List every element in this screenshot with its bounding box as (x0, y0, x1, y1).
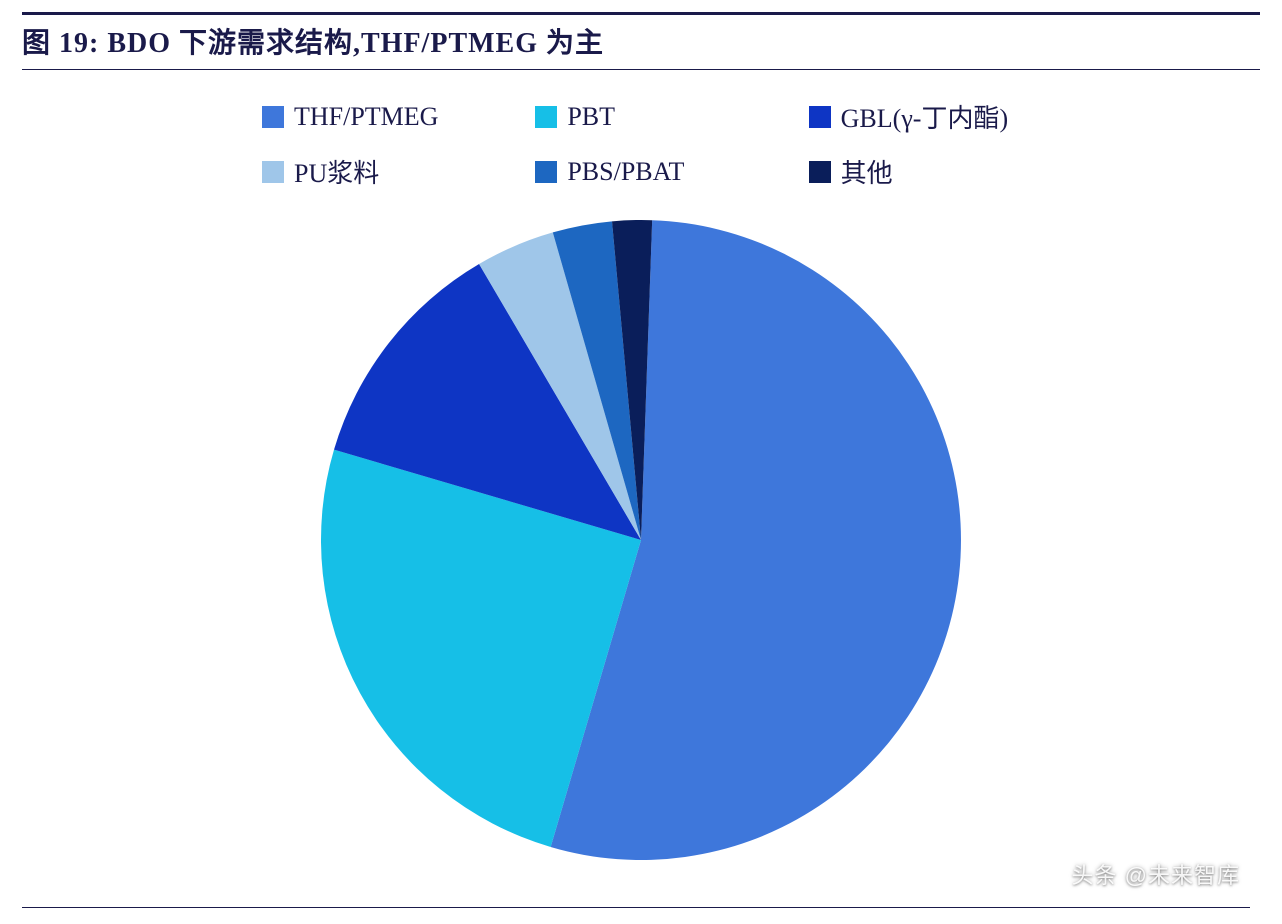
legend-label: PU浆料 (294, 153, 379, 190)
pie-chart-wrap (22, 210, 1260, 870)
legend-label: THF/PTMEG (294, 102, 438, 132)
legend-label: PBT (567, 102, 615, 132)
legend-label: PBS/PBAT (567, 157, 684, 187)
legend-item: PBS/PBAT (535, 153, 808, 190)
bottom-rule (22, 907, 1250, 908)
watermark: 头条 @未来智库 (1072, 858, 1240, 890)
legend-item: THF/PTMEG (262, 98, 535, 135)
legend-label: GBL(γ-丁内酯) (841, 98, 1008, 135)
legend-swatch (809, 106, 831, 128)
legend: THF/PTMEG PBT GBL(γ-丁内酯) PU浆料 PBS/PBAT 其他 (262, 98, 1082, 190)
legend-item: GBL(γ-丁内酯) (809, 98, 1082, 135)
title-bar: 图 19: BDO 下游需求结构,THF/PTMEG 为主 (22, 12, 1260, 70)
legend-label: 其他 (841, 153, 893, 190)
legend-item: 其他 (809, 153, 1082, 190)
legend-swatch (535, 106, 557, 128)
legend-swatch (262, 161, 284, 183)
pie-chart (301, 210, 981, 870)
legend-item: PBT (535, 98, 808, 135)
chart-title: 图 19: BDO 下游需求结构,THF/PTMEG 为主 (22, 21, 1260, 61)
legend-swatch (262, 106, 284, 128)
legend-swatch (809, 161, 831, 183)
legend-swatch (535, 161, 557, 183)
legend-item: PU浆料 (262, 153, 535, 190)
